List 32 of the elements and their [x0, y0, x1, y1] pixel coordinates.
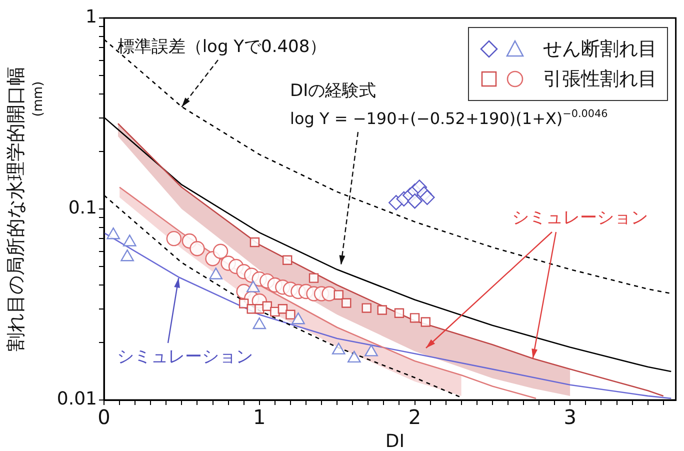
- y-tick-label: 1: [86, 6, 97, 28]
- x-tick-label: 2: [408, 405, 422, 430]
- point: [377, 305, 387, 315]
- legend-label: せん断割れ目: [542, 37, 657, 62]
- point: [407, 193, 422, 209]
- y-tick-label: 0.01: [56, 388, 97, 410]
- point: [342, 298, 352, 308]
- point: [420, 317, 430, 327]
- point: [286, 310, 296, 320]
- y-tick-label: 0.1: [68, 198, 97, 219]
- point: [334, 290, 344, 300]
- point: [362, 303, 372, 313]
- point: [190, 241, 205, 256]
- point: [278, 304, 288, 314]
- point: [308, 273, 319, 283]
- annotation: シミュレーション: [117, 347, 253, 367]
- point: [250, 237, 260, 248]
- y-axis-title: 割れ目の局所的な水理学的開口幅 (mm): [5, 66, 46, 352]
- x-axis-title: DI: [385, 431, 405, 451]
- annotation: DIの経験式: [290, 81, 376, 101]
- x-tick-label: 3: [564, 405, 577, 430]
- point: [166, 230, 182, 246]
- point: [282, 255, 292, 265]
- x-tick-label: 1: [253, 405, 266, 430]
- x-tick-label: 0: [98, 405, 110, 430]
- annotation: シミュレーション: [512, 208, 648, 228]
- point: [394, 308, 404, 318]
- point: [239, 298, 249, 308]
- point: [410, 313, 420, 323]
- legend-label: 引張性割れ目: [542, 67, 657, 92]
- point: [420, 190, 435, 206]
- annotation: 標準誤差（log Yで0.408）: [117, 37, 327, 57]
